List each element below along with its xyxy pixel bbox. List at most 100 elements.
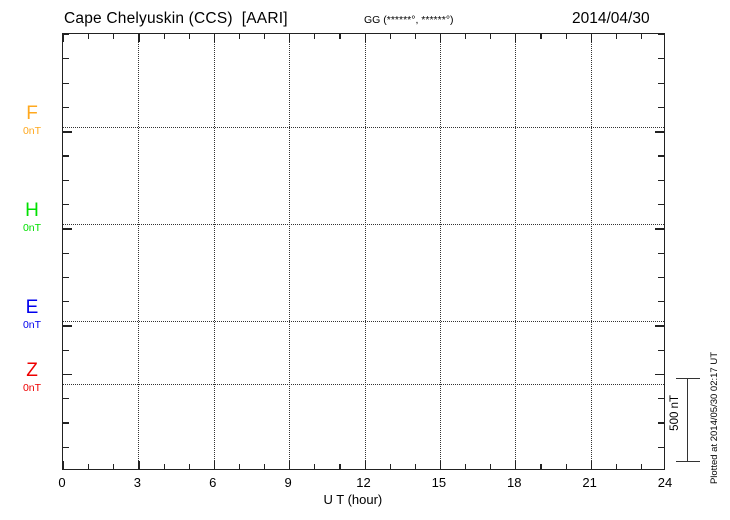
baseline-gridline-h [63, 224, 664, 226]
tick-bottom-12 [364, 461, 366, 469]
tick-right-5 [658, 155, 664, 157]
tick-right-7 [658, 203, 664, 206]
tick-left-11 [63, 301, 69, 303]
tick-bottom-0 [63, 461, 65, 469]
x-tick-label-18: 18 [507, 475, 522, 490]
tick-right-8 [655, 228, 664, 230]
tick-bottom-5 [188, 464, 190, 469]
tick-top-7 [238, 34, 241, 39]
tick-bottom-7 [238, 464, 241, 469]
baseline-gridline-f [63, 127, 664, 129]
tick-right-16 [658, 422, 664, 424]
tick-left-10 [63, 276, 69, 278]
tick-top-5 [188, 34, 190, 39]
vertical-gridline [364, 34, 366, 469]
scale-bar-bottom-cap [676, 460, 700, 462]
component-letter-f: F [26, 103, 38, 125]
component-letter-e: E [25, 297, 39, 319]
tick-right-9 [658, 252, 664, 254]
tick-right-3 [658, 106, 664, 109]
tick-left-8 [63, 228, 72, 230]
tick-right-12 [655, 325, 664, 327]
vertical-gridline [590, 34, 592, 469]
tick-bottom-17 [490, 464, 492, 469]
tick-bottom-8 [264, 464, 266, 469]
tick-bottom-14 [414, 464, 416, 469]
tick-top-19 [540, 34, 542, 39]
tick-top-2 [113, 34, 115, 39]
tick-left-3 [63, 106, 69, 109]
tick-top-8 [264, 34, 266, 39]
component-label-z: Z 0nT [10, 361, 54, 394]
page-title: Cape Chelyuskin (CCS) [AARI] [64, 10, 288, 27]
tick-top-15 [439, 34, 442, 42]
plotted-at-timestamp: Plotted at 2014/05/30 02:17 UT [709, 352, 720, 485]
tick-bottom-22 [615, 464, 617, 469]
tick-right-0 [658, 34, 664, 36]
tick-left-5 [63, 155, 69, 157]
tick-top-4 [163, 34, 165, 39]
tick-right-17 [658, 446, 664, 448]
tick-top-21 [590, 34, 592, 42]
tick-top-17 [490, 34, 492, 39]
tick-top-9 [289, 34, 291, 42]
tick-bottom-21 [590, 461, 592, 469]
magnetogram-plot-area [62, 33, 665, 470]
tick-left-0 [63, 34, 69, 36]
tick-top-12 [364, 34, 366, 42]
x-tick-label-9: 9 [284, 475, 292, 490]
tick-bottom-20 [565, 464, 567, 469]
geographic-coordinates-label: GG (******°, ******°) [364, 14, 454, 26]
tick-top-14 [414, 34, 416, 39]
tick-right-14 [655, 373, 664, 376]
tick-left-2 [63, 82, 69, 84]
component-baseline-unit-h: 0nT [22, 222, 42, 235]
tick-bottom-19 [540, 464, 542, 469]
tick-right-6 [658, 179, 664, 181]
tick-left-6 [63, 179, 69, 181]
tick-bottom-6 [213, 461, 215, 469]
scale-bar [676, 378, 700, 462]
tick-bottom-9 [289, 461, 291, 469]
tick-top-20 [565, 34, 567, 39]
x-tick-label-0: 0 [58, 475, 66, 490]
tick-top-22 [615, 34, 617, 39]
tick-bottom-18 [515, 461, 517, 469]
tick-left-13 [63, 349, 69, 351]
tick-bottom-3 [138, 461, 140, 469]
scale-bar-label: 500 nT [669, 395, 681, 431]
vertical-gridline [515, 34, 517, 469]
baseline-gridline-e [63, 321, 664, 323]
date-label: 2014/04/30 [572, 10, 650, 27]
component-label-e: E 0nT [10, 298, 54, 331]
x-tick-label-6: 6 [209, 475, 217, 490]
tick-bottom-1 [88, 464, 90, 469]
tick-left-12 [63, 325, 72, 327]
tick-bottom-16 [465, 464, 467, 469]
tick-top-0 [63, 34, 65, 42]
tick-right-15 [658, 398, 664, 400]
tick-top-16 [465, 34, 467, 39]
component-baseline-unit-z: 0nT [22, 381, 42, 394]
component-baseline-unit-f: 0nT [22, 125, 42, 138]
tick-right-1 [658, 58, 664, 60]
tick-bottom-23 [640, 464, 643, 469]
component-letter-z: Z [26, 359, 38, 381]
tick-top-10 [314, 34, 316, 39]
tick-left-7 [63, 203, 69, 206]
tick-bottom-11 [339, 464, 341, 469]
x-tick-label-24: 24 [657, 475, 673, 490]
x-tick-label-12: 12 [356, 475, 371, 490]
tick-bottom-4 [163, 464, 165, 469]
tick-left-9 [63, 252, 69, 254]
tick-left-15 [63, 398, 69, 400]
vertical-gridline [289, 34, 291, 469]
tick-top-23 [640, 34, 643, 39]
component-baseline-unit-e: 0nT [22, 319, 42, 332]
tick-left-14 [63, 373, 72, 376]
scale-bar-stem [687, 378, 689, 462]
tick-top-18 [515, 34, 517, 42]
tick-left-16 [63, 422, 69, 424]
plot-inner [63, 34, 664, 469]
tick-top-3 [138, 34, 140, 42]
